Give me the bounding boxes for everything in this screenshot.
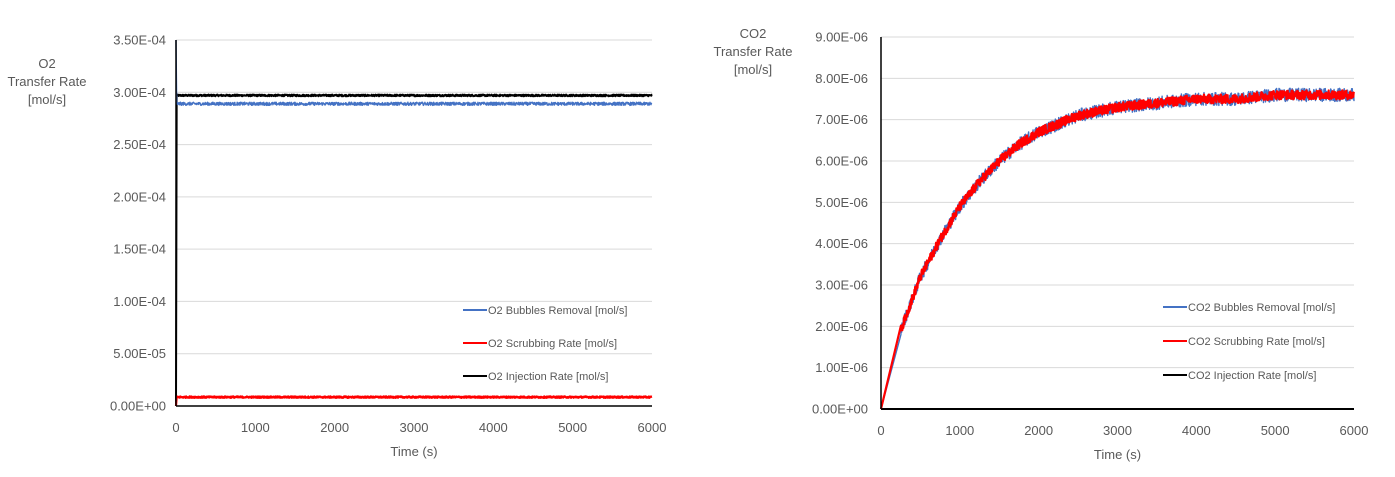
y-tick-label: 8.00E-06 [815,71,868,86]
y-tick-label: 3.00E-06 [815,278,868,293]
y-tick-label: 1.50E-04 [113,242,166,257]
y-tick-label: 5.00E-06 [815,195,868,210]
series-line [879,89,1355,410]
legend-label: O2 Scrubbing Rate [mol/s] [488,338,617,350]
y-tick-label: 7.00E-06 [815,112,868,127]
series-line [175,39,653,107]
legend-item: CO2 Bubbles Removal [mol/s] [1163,302,1335,314]
y-tick-label: 0.00E+00 [110,399,166,414]
x-tick-label: 2000 [1024,423,1053,438]
x-axis-title: Time (s) [390,444,437,459]
y-tick-label: 2.00E-04 [113,189,166,204]
legend-label: CO2 Injection Rate [mol/s] [1188,370,1316,382]
y-tick-label: 1.00E-04 [113,294,166,309]
x-tick-label: 6000 [1340,423,1369,438]
x-tick-label: 4000 [1182,423,1211,438]
y-tick-label: 3.50E-04 [113,33,166,48]
co2-transfer-rate-chart: 0.00E+00 1.00E-06 2.00E-06 3.00E-06 4.00E-06… [714,26,1369,462]
series-line [175,93,653,407]
y-tick-label: 3.00E-04 [113,85,166,100]
y-tick-label: 6.00E-06 [815,154,868,169]
y-axis-title: O2 Transfer Rate [mol/s] [8,56,87,107]
legend-item: CO2 Injection Rate [mol/s] [1163,370,1316,382]
y-tick-label: 4.00E-06 [815,236,868,251]
y-axis-title: CO2 Transfer Rate [mol/s] [714,26,793,77]
x-tick-label: 3000 [400,420,429,435]
x-tick-label: 4000 [479,420,508,435]
series-line [880,87,1355,410]
y-tick-label: 2.00E-06 [815,319,868,334]
x-tick-label: 2000 [320,420,349,435]
legend-label: O2 Bubbles Removal [mol/s] [488,305,627,317]
x-tick-label: 0 [877,423,884,438]
y-tick-label: 9.00E-06 [815,30,868,45]
x-axis-title: Time (s) [1094,447,1141,462]
series-line [174,395,653,407]
legend-label: O2 Injection Rate [mol/s] [488,371,608,383]
legend-item: O2 Scrubbing Rate [mol/s] [463,338,617,350]
legend-label: CO2 Scrubbing Rate [mol/s] [1188,336,1325,348]
o2-transfer-rate-chart: 0.00E+00 5.00E-05 1.00E-04 1.50E-04 2.00E-04… [8,33,667,460]
x-tick-label: 6000 [638,420,667,435]
y-tick-label: 5.00E-05 [113,346,166,361]
x-tick-label: 5000 [558,420,587,435]
legend-item: O2 Bubbles Removal [mol/s] [463,305,627,317]
legend-label: CO2 Bubbles Removal [mol/s] [1188,302,1335,314]
y-tick-label: 0.00E+00 [812,402,868,417]
x-tick-label: 1000 [241,420,270,435]
x-tick-label: 5000 [1261,423,1290,438]
x-tick-label: 3000 [1103,423,1132,438]
x-tick-label: 0 [172,420,179,435]
y-tick-label: 1.00E-06 [815,360,868,375]
x-tick-label: 1000 [945,423,974,438]
y-tick-label: 2.50E-04 [113,137,166,152]
legend-item: O2 Injection Rate [mol/s] [463,371,608,383]
legend-item: CO2 Scrubbing Rate [mol/s] [1163,336,1325,348]
